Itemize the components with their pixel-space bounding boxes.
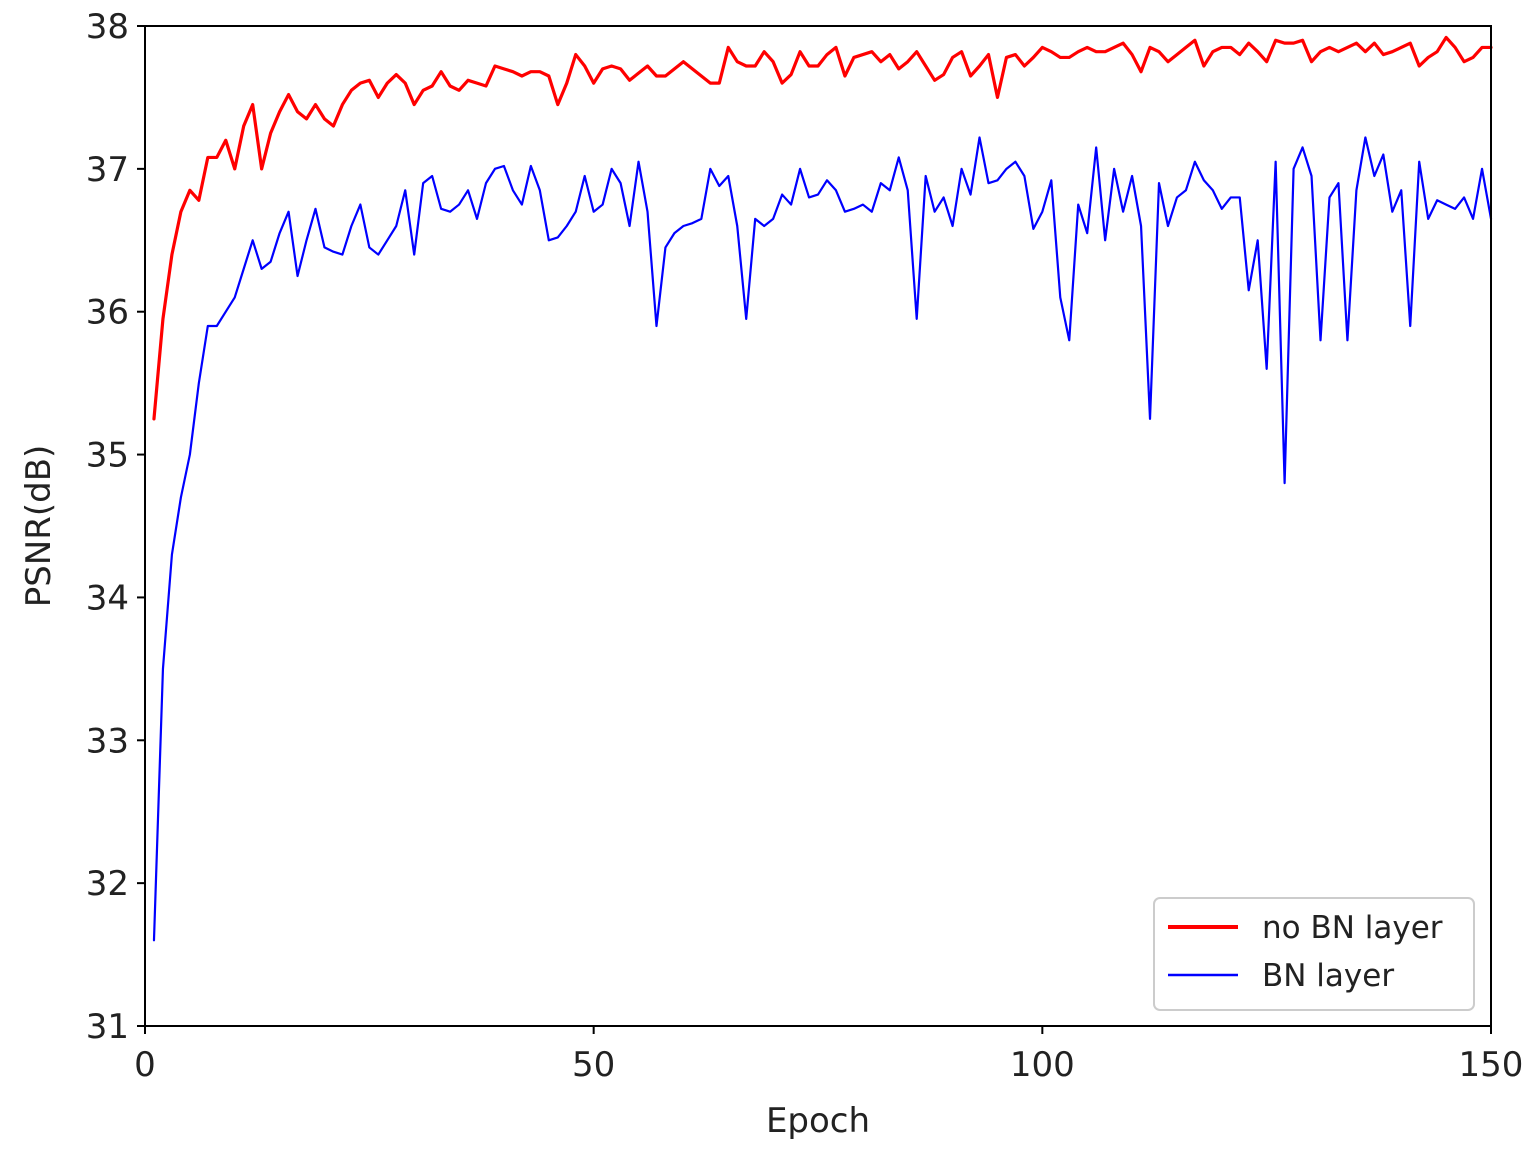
x-tick-label: 50 <box>572 1045 615 1085</box>
legend: no BN layer BN layer <box>1153 897 1475 1011</box>
legend-label-no-bn-layer: no BN layer <box>1262 910 1443 946</box>
x-tick-label: 150 <box>1459 1045 1524 1085</box>
y-tick-label: 35 <box>86 436 129 476</box>
plot-frame <box>144 25 1492 1027</box>
y-tick-label: 38 <box>86 7 129 47</box>
y-tick-label: 32 <box>86 864 129 904</box>
y-axis-label: PSNR(dB) <box>19 445 59 608</box>
y-tick-label: 33 <box>86 721 129 761</box>
series-line-bn-layer <box>152 136 1493 942</box>
x-tick-label: 100 <box>1010 1045 1075 1085</box>
y-tick-label: 37 <box>86 150 129 190</box>
y-tick-label: 31 <box>86 1007 129 1047</box>
y-tick-label: 34 <box>86 578 129 618</box>
legend-label-bn-layer: BN layer <box>1262 958 1394 994</box>
x-axis-label: Epoch <box>766 1101 870 1141</box>
series-line-no-bn-layer <box>152 35 1493 421</box>
y-tick-label: 36 <box>86 293 129 333</box>
x-tick-label: 0 <box>134 1045 156 1085</box>
